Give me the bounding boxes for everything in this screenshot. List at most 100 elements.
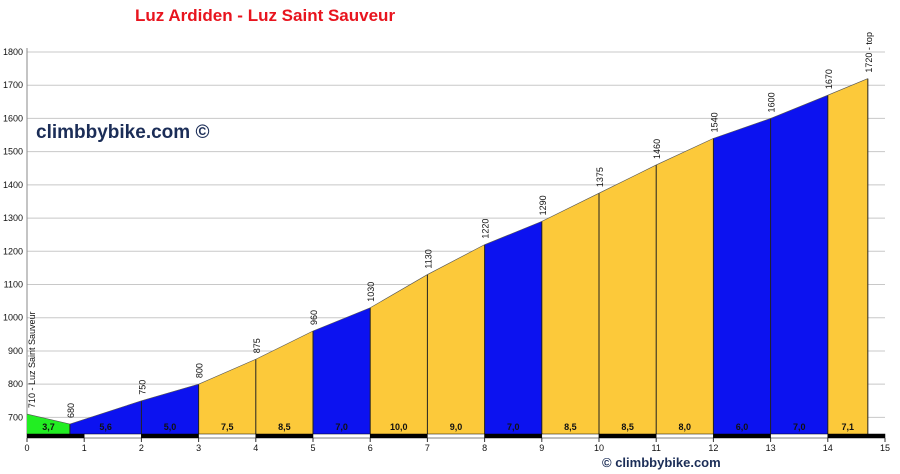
elevation-label: 680 — [66, 403, 76, 418]
x-tick-label: 14 — [823, 443, 833, 453]
baseline-block — [770, 433, 829, 439]
segment-area — [484, 221, 542, 434]
elevation-label: 1670 — [824, 69, 834, 89]
y-tick-label: 800 — [8, 379, 23, 389]
gradient-label: 7,1 — [842, 422, 855, 432]
elevation-label: 1720 - top — [864, 32, 874, 73]
watermark-logo-bottom: © climbbybike.com — [602, 455, 721, 470]
gradient-label: 7,5 — [221, 422, 234, 432]
gradient-label: 10,0 — [390, 422, 408, 432]
elevation-label: 710 - Luz Saint Sauveur — [27, 312, 37, 409]
gradient-label: 5,6 — [99, 422, 112, 432]
segment-area — [313, 307, 371, 434]
y-tick-label: 1500 — [3, 147, 23, 157]
elevation-label: 1375 — [595, 167, 605, 187]
baseline-block — [83, 433, 142, 439]
x-tick-label: 6 — [368, 443, 373, 453]
x-tick-label: 15 — [880, 443, 890, 453]
y-tick-label: 1700 — [3, 80, 23, 90]
segment-area — [656, 138, 714, 434]
x-axis-ticks: 0 1 2 3 4 5 6 7 8 9 10 11 12 13 14 15 — [24, 438, 890, 453]
distance-baseline — [26, 433, 886, 439]
segment-area — [827, 78, 868, 434]
segment-area — [255, 331, 313, 434]
segment-dividers — [26, 78, 869, 434]
y-tick-label: 900 — [8, 346, 23, 356]
baseline-block — [598, 433, 657, 439]
segment-area — [599, 164, 657, 434]
baseline-block — [369, 433, 428, 439]
baseline-block — [141, 433, 199, 439]
elevation-label: 1130 — [423, 249, 433, 268]
baseline-block — [312, 433, 371, 439]
y-tick-label: 700 — [8, 412, 23, 422]
elevation-label: 1290 — [538, 195, 548, 215]
segment-area — [198, 359, 256, 434]
elevation-label: 750 — [137, 380, 147, 395]
x-tick-label: 5 — [310, 443, 315, 453]
y-tick-label: 1800 — [3, 47, 23, 57]
segment-area — [141, 384, 199, 434]
x-tick-label: 12 — [708, 443, 718, 453]
elevation-label: 1220 — [481, 219, 491, 239]
segment-area — [27, 414, 70, 434]
x-tick-label: 11 — [652, 443, 661, 453]
baseline-block — [484, 433, 543, 439]
gradient-label: 8,5 — [278, 422, 291, 432]
x-tick-label: 13 — [766, 443, 776, 453]
gradient-label: 7,0 — [507, 422, 520, 432]
gradient-labels: 3,7 5,6 5,0 7,5 8,5 7,0 10,0 9,0 7,0 8,5 8,5 8,0 6,0… — [42, 422, 854, 432]
y-tick-label: 1400 — [3, 180, 23, 190]
baseline-block — [827, 433, 886, 439]
watermark-logo-top: climbbybike.com © — [36, 122, 210, 143]
segment-areas — [27, 78, 868, 434]
segment-area — [770, 95, 828, 434]
x-tick-label: 9 — [539, 443, 544, 453]
profile-outline — [26, 78, 868, 425]
segment-area — [370, 274, 428, 434]
elevation-label: 1030 — [366, 282, 376, 302]
y-tick-label: 1300 — [3, 213, 23, 223]
x-tick-label: 3 — [196, 443, 201, 453]
y-tick-label: 1100 — [4, 280, 23, 290]
x-tick-label: 2 — [139, 443, 144, 453]
elevation-label: 875 — [252, 338, 262, 353]
baseline-block — [713, 433, 771, 439]
baseline-block — [255, 433, 314, 439]
gradient-label: 8,5 — [564, 422, 577, 432]
y-tick-label: 1000 — [3, 313, 23, 323]
segment-area — [427, 244, 485, 434]
gradient-label: 5,0 — [164, 422, 177, 432]
elevation-label: 960 — [309, 310, 319, 325]
gradient-label: 9,0 — [450, 422, 463, 432]
x-tick-label: 0 — [24, 443, 29, 453]
x-tick-label: 1 — [82, 443, 87, 453]
elevation-label: 1460 — [652, 139, 662, 159]
y-tick-label: 1200 — [3, 246, 23, 256]
baseline-block — [655, 433, 714, 439]
segment-area — [541, 193, 599, 434]
x-tick-label: 8 — [482, 443, 487, 453]
segment-area — [713, 118, 771, 434]
gradient-label: 6,0 — [736, 422, 749, 432]
segment-area — [69, 400, 142, 434]
x-tick-label: 7 — [425, 443, 430, 453]
baseline-block — [541, 433, 600, 439]
baseline-block — [198, 433, 257, 439]
baseline-block — [26, 433, 85, 439]
chart-title: Luz Ardiden - Luz Saint Sauveur — [135, 6, 396, 25]
gradient-label: 7,0 — [793, 422, 806, 432]
gradient-label: 8,0 — [679, 422, 692, 432]
gradient-label: 7,0 — [335, 422, 348, 432]
x-tick-label: 10 — [594, 443, 604, 453]
x-tick-label: 4 — [253, 443, 258, 453]
elevation-label: 1540 — [709, 112, 719, 132]
y-axis-ticks: 700 800 900 1000 1100 1200 1300 1400 1500 1600 170… — [3, 47, 23, 422]
gradient-label: 3,7 — [42, 422, 55, 432]
baseline-block — [427, 433, 485, 439]
elevation-label: 1600 — [767, 92, 777, 112]
elevation-labels: 710 - Luz Saint Sauveur 680 750 800 875 960 10… — [27, 32, 874, 418]
gradient-label: 8,5 — [621, 422, 634, 432]
elevation-label: 800 — [195, 363, 205, 378]
